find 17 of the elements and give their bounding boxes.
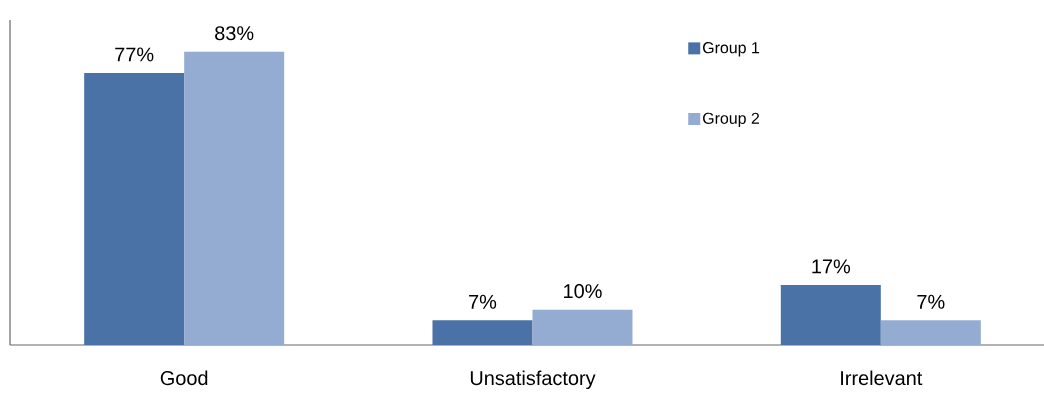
bar xyxy=(184,51,285,345)
data-label: 17% xyxy=(812,259,851,274)
bar xyxy=(880,320,981,345)
bar xyxy=(432,320,533,345)
x-tick-label: Unsatisfactory xyxy=(470,370,596,390)
bar xyxy=(84,72,185,345)
legend-label: Group 1 xyxy=(703,42,760,57)
data-label: 83% xyxy=(215,26,254,41)
bar xyxy=(532,309,633,345)
bar xyxy=(780,284,881,345)
x-tick-label: Good xyxy=(160,370,208,386)
data-label: 7% xyxy=(917,294,945,309)
data-label: 10% xyxy=(564,284,602,299)
legend-label: Group 2 xyxy=(703,112,759,128)
x-tick-label: Irrelevant xyxy=(841,370,923,386)
data-label: 7% xyxy=(469,294,497,309)
data-label: 77% xyxy=(115,47,154,62)
